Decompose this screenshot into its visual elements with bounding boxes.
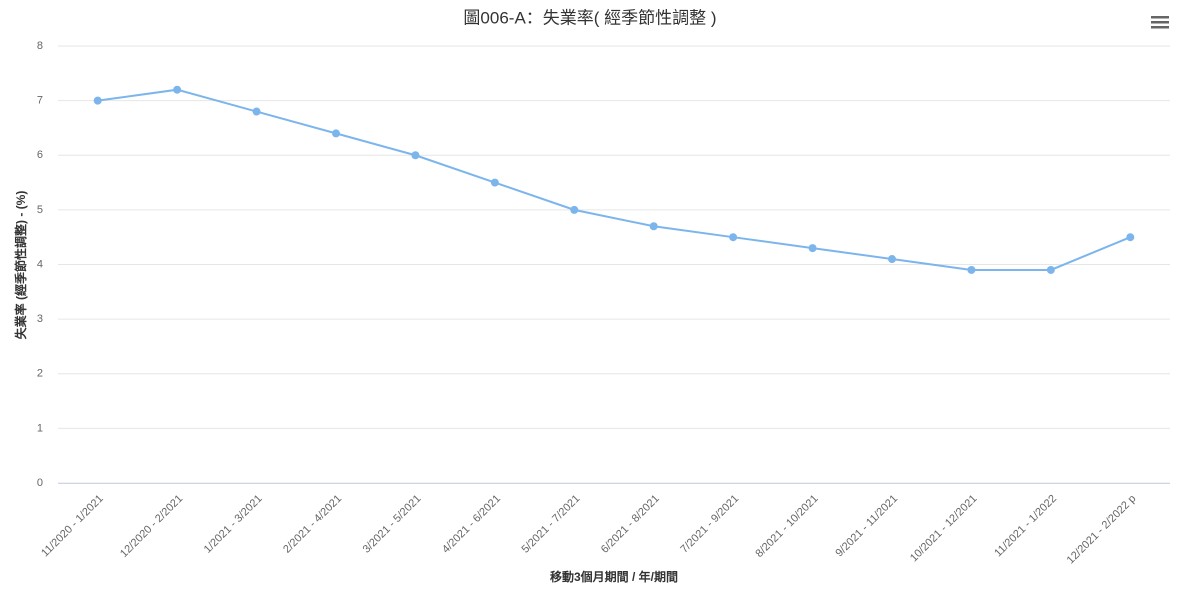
point [490,178,499,187]
point [967,265,976,274]
line [97,88,1131,271]
y-tick-label: 4 [37,258,43,270]
y-axis-title: 失業率 (經季節性調整) - (%) [13,191,28,340]
point [1126,233,1135,242]
y-tick-label: 8 [37,40,43,52]
menu-bar[interactable] [1151,26,1169,29]
menu-button[interactable] [1151,16,1169,29]
y-tick-label: 0 [37,477,43,489]
point [649,222,658,231]
point [252,107,261,116]
point [888,255,896,264]
point [729,233,738,242]
point [411,151,420,160]
x-axis-title: 移動3個月期間 / 年/期間 [550,569,678,584]
y-tick-label: 6 [37,149,43,161]
point [173,85,182,94]
chart-title: 圖006-A：失業率( 經季節性調整 ) [463,8,716,27]
y-tick-label: 2 [37,368,43,380]
menu-bar[interactable] [1151,21,1169,24]
menu-bar[interactable] [1151,16,1169,19]
point [808,244,817,253]
point [332,129,340,138]
y-tick-label: 1 [37,422,43,434]
y-tick-label: 3 [37,313,43,325]
y-tick-label: 5 [37,204,43,216]
point [93,96,102,105]
y-tick-label: 7 [37,95,43,107]
point [1046,265,1055,274]
point [570,205,579,214]
